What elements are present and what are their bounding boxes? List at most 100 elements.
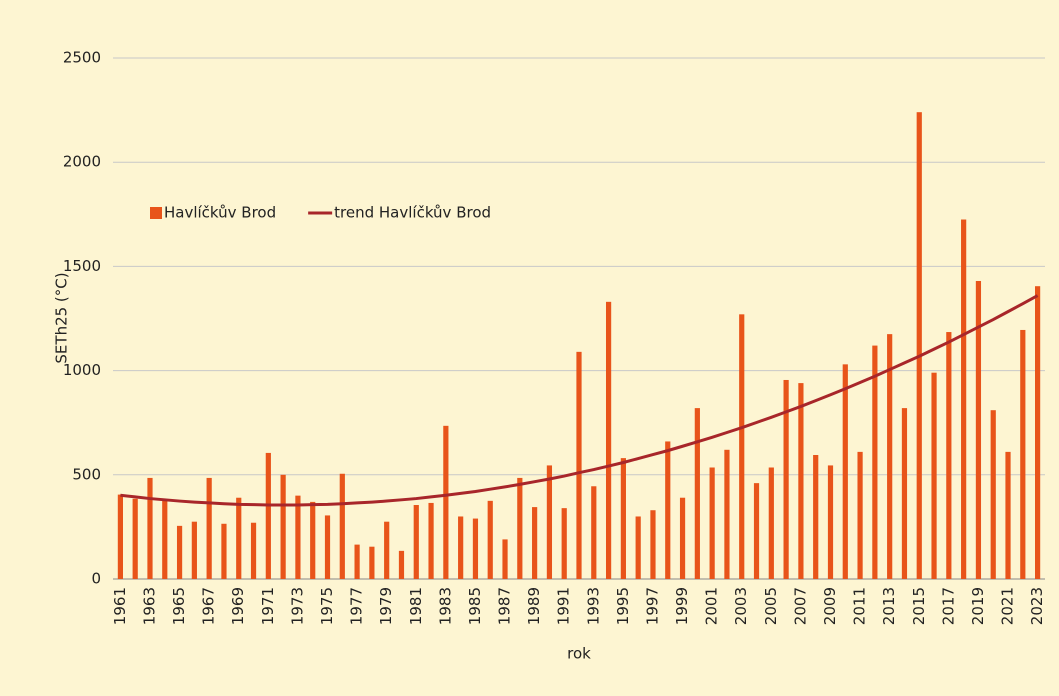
x-tick-label: 1987 [496, 587, 514, 625]
legend-swatch [150, 207, 162, 219]
x-tick-label: 1963 [140, 587, 158, 625]
bar [295, 495, 301, 579]
x-tick-label: 1989 [525, 587, 543, 625]
bar [1020, 329, 1026, 579]
y-axis-label: SETh25 (°C) [53, 272, 71, 363]
bar [783, 379, 789, 579]
bar [842, 364, 848, 579]
x-tick-label: 2015 [910, 587, 928, 625]
bar [887, 334, 893, 579]
bar [265, 452, 271, 579]
bar [472, 518, 479, 579]
x-tick-label: 2007 [791, 587, 809, 625]
bar [768, 467, 774, 579]
y-tick-label: 2500 [63, 49, 101, 67]
x-tick-label: 1971 [259, 587, 277, 625]
legend-label: trend Havlíčkův Brod [334, 204, 491, 222]
x-tick-label: 1977 [348, 587, 366, 625]
y-tick-label: 1000 [63, 361, 101, 379]
legend-label: Havlíčkův Brod [164, 204, 276, 222]
x-tick-label: 2017 [939, 587, 957, 625]
bar [532, 507, 538, 579]
bar [250, 522, 257, 579]
x-tick-label: 1965 [170, 587, 188, 625]
x-tick-label: 1973 [288, 587, 306, 625]
bar [576, 351, 582, 579]
bar [635, 516, 641, 579]
x-tick-label: 2009 [821, 587, 839, 625]
x-tick-label: 1993 [584, 587, 602, 625]
bar [1035, 286, 1041, 579]
y-tick-label: 2000 [63, 153, 101, 171]
x-tick-label: 2011 [851, 587, 869, 625]
x-tick-label: 1995 [614, 587, 632, 625]
bar [724, 449, 730, 579]
x-tick-label: 1999 [673, 587, 691, 625]
x-tick-label: 1983 [436, 587, 454, 625]
x-tick-label: 1985 [466, 587, 484, 625]
bar [369, 546, 375, 579]
bar [458, 516, 464, 579]
y-tick-label: 0 [91, 570, 101, 588]
bar [901, 408, 908, 579]
x-tick-label: 2021 [999, 587, 1017, 625]
bar [753, 483, 760, 579]
bar [428, 502, 434, 579]
bar [132, 498, 138, 579]
x-tick-label: 1975 [318, 587, 336, 625]
x-axis-label: rok [567, 645, 591, 663]
bar [798, 383, 804, 579]
bar [162, 500, 168, 579]
bar [502, 539, 508, 579]
bar [398, 550, 405, 579]
y-tick-label: 1500 [63, 257, 101, 275]
x-tick-label: 2023 [1028, 587, 1046, 625]
bar [679, 497, 686, 579]
bar [709, 467, 715, 579]
bar [694, 408, 700, 579]
bar [916, 112, 922, 580]
x-tick-label: 1991 [555, 587, 573, 625]
x-tick-label: 1981 [407, 587, 425, 625]
bar [872, 345, 878, 579]
bar [561, 508, 567, 579]
bar [650, 510, 656, 579]
trend-line [120, 294, 1039, 507]
bar [961, 219, 967, 579]
bar [665, 441, 671, 579]
bar [443, 425, 449, 579]
bar [280, 474, 286, 579]
bar [487, 500, 493, 579]
x-tick-label: 1961 [111, 587, 129, 625]
bar [517, 477, 523, 579]
bar [739, 314, 745, 579]
bar [946, 332, 952, 579]
bar [354, 544, 360, 579]
bar [1005, 451, 1011, 579]
bar [975, 280, 982, 579]
bar [324, 515, 331, 579]
x-tick-label: 1967 [200, 587, 218, 625]
bar [310, 501, 316, 579]
bar [191, 521, 197, 579]
bar [236, 497, 242, 579]
y-tick-label: 500 [72, 465, 101, 483]
bar [117, 494, 123, 579]
x-tick-label: 1969 [229, 587, 247, 625]
bar [176, 525, 183, 579]
bar [827, 465, 834, 579]
bar [206, 477, 212, 579]
x-tick-label: 1997 [643, 587, 661, 625]
bar [605, 301, 612, 579]
bar [813, 455, 819, 579]
x-tick-label: 2003 [732, 587, 750, 625]
bar [857, 451, 863, 579]
bar [339, 473, 345, 579]
x-tick-label: 2013 [880, 587, 898, 625]
x-tick-label: 2001 [703, 587, 721, 625]
bar [147, 477, 153, 579]
bar [413, 505, 419, 579]
x-tick-label: 2005 [762, 587, 780, 625]
